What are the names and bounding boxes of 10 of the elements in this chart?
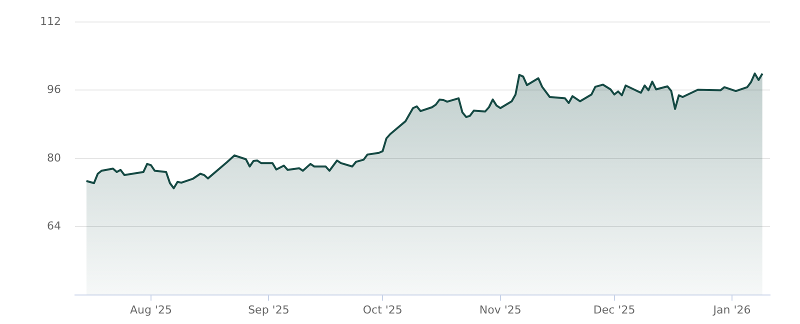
x-tick-label: Jan '26 <box>712 303 751 316</box>
x-tick-label: Nov '25 <box>479 303 522 316</box>
y-tick-label: 112 <box>40 14 61 28</box>
y-tick-label: 96 <box>47 83 61 96</box>
y-tick-label: 80 <box>47 151 61 164</box>
x-tick-label: Dec '25 <box>593 303 636 316</box>
y-tick-label: 64 <box>47 219 61 232</box>
x-tick-label: Sep '25 <box>248 303 290 316</box>
x-tick-label: Aug '25 <box>130 303 172 316</box>
x-tick-label: Oct '25 <box>362 303 402 316</box>
